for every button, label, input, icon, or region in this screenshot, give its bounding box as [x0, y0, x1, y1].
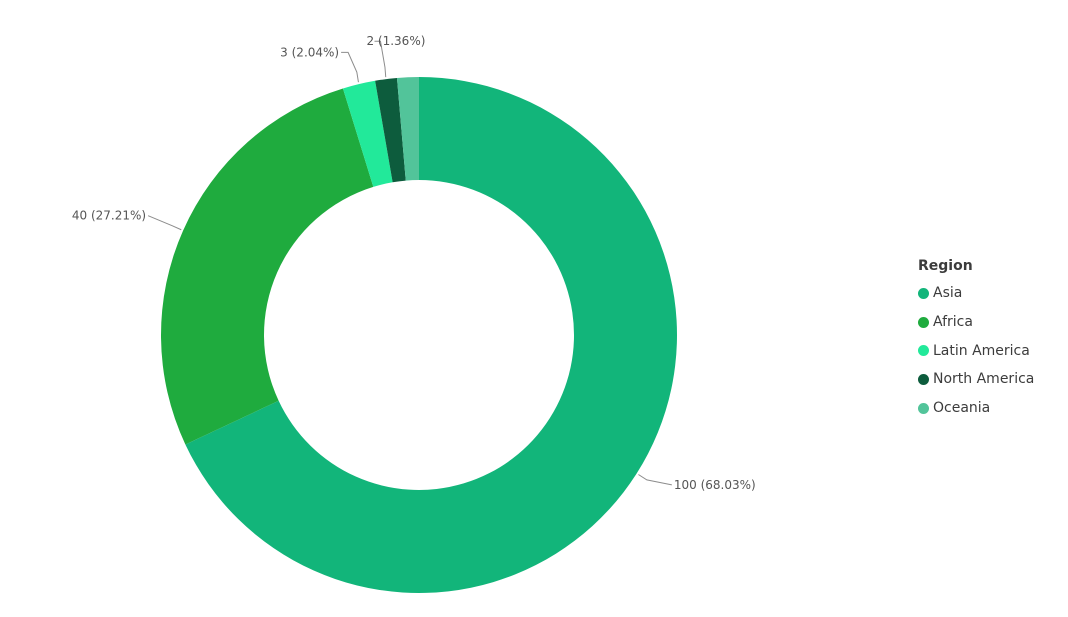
donut-slices	[160, 77, 678, 593]
data-label-north-america: 2 (1.36%)	[366, 34, 425, 48]
slice-africa[interactable]	[160, 88, 374, 445]
legend: Region Asia Africa Latin America North Amer…	[918, 256, 1034, 422]
leader-lines	[147, 40, 672, 486]
slice-north-america[interactable]	[375, 77, 406, 183]
legend-marker-icon	[918, 345, 929, 357]
data-labels: 100 (68.03%) 40 (27.21%) 3 (2.04%) 2 (1.36%…	[72, 34, 756, 492]
data-label-asia: 100 (68.03%)	[674, 478, 756, 492]
legend-item-oceania[interactable]: Oceania	[918, 394, 1034, 423]
legend-marker-icon	[918, 287, 929, 299]
legend-marker-icon	[918, 402, 929, 414]
slice-asia[interactable]	[185, 77, 678, 593]
legend-item-latin-america[interactable]: Latin America	[918, 336, 1034, 365]
legend-item-africa[interactable]: Africa	[918, 308, 1034, 337]
legend-label: Africa	[933, 314, 973, 331]
slice-oceania[interactable]	[396, 77, 419, 181]
legend-marker-icon	[918, 316, 929, 328]
legend-label: Oceania	[933, 400, 991, 417]
legend-title: Region	[918, 258, 973, 274]
legend-item-asia[interactable]: Asia	[918, 279, 1034, 308]
leader-line-latin-america	[341, 51, 359, 83]
slice-latin-america[interactable]	[342, 80, 393, 187]
data-label-latin-america: 3 (2.04%)	[280, 45, 339, 59]
legend-marker-icon	[918, 373, 929, 385]
legend-item-north-america[interactable]: North America	[918, 365, 1034, 394]
legend-items: Asia Africa Latin America North America Ocea…	[918, 279, 1034, 422]
leader-line-africa	[147, 215, 182, 231]
leader-line-asia	[638, 474, 672, 486]
legend-label: Asia	[933, 285, 963, 302]
legend-label: Latin America	[933, 342, 1030, 359]
data-label-africa: 40 (27.21%)	[72, 209, 146, 223]
legend-label: North America	[933, 371, 1035, 388]
leader-line-north-america	[374, 40, 387, 78]
